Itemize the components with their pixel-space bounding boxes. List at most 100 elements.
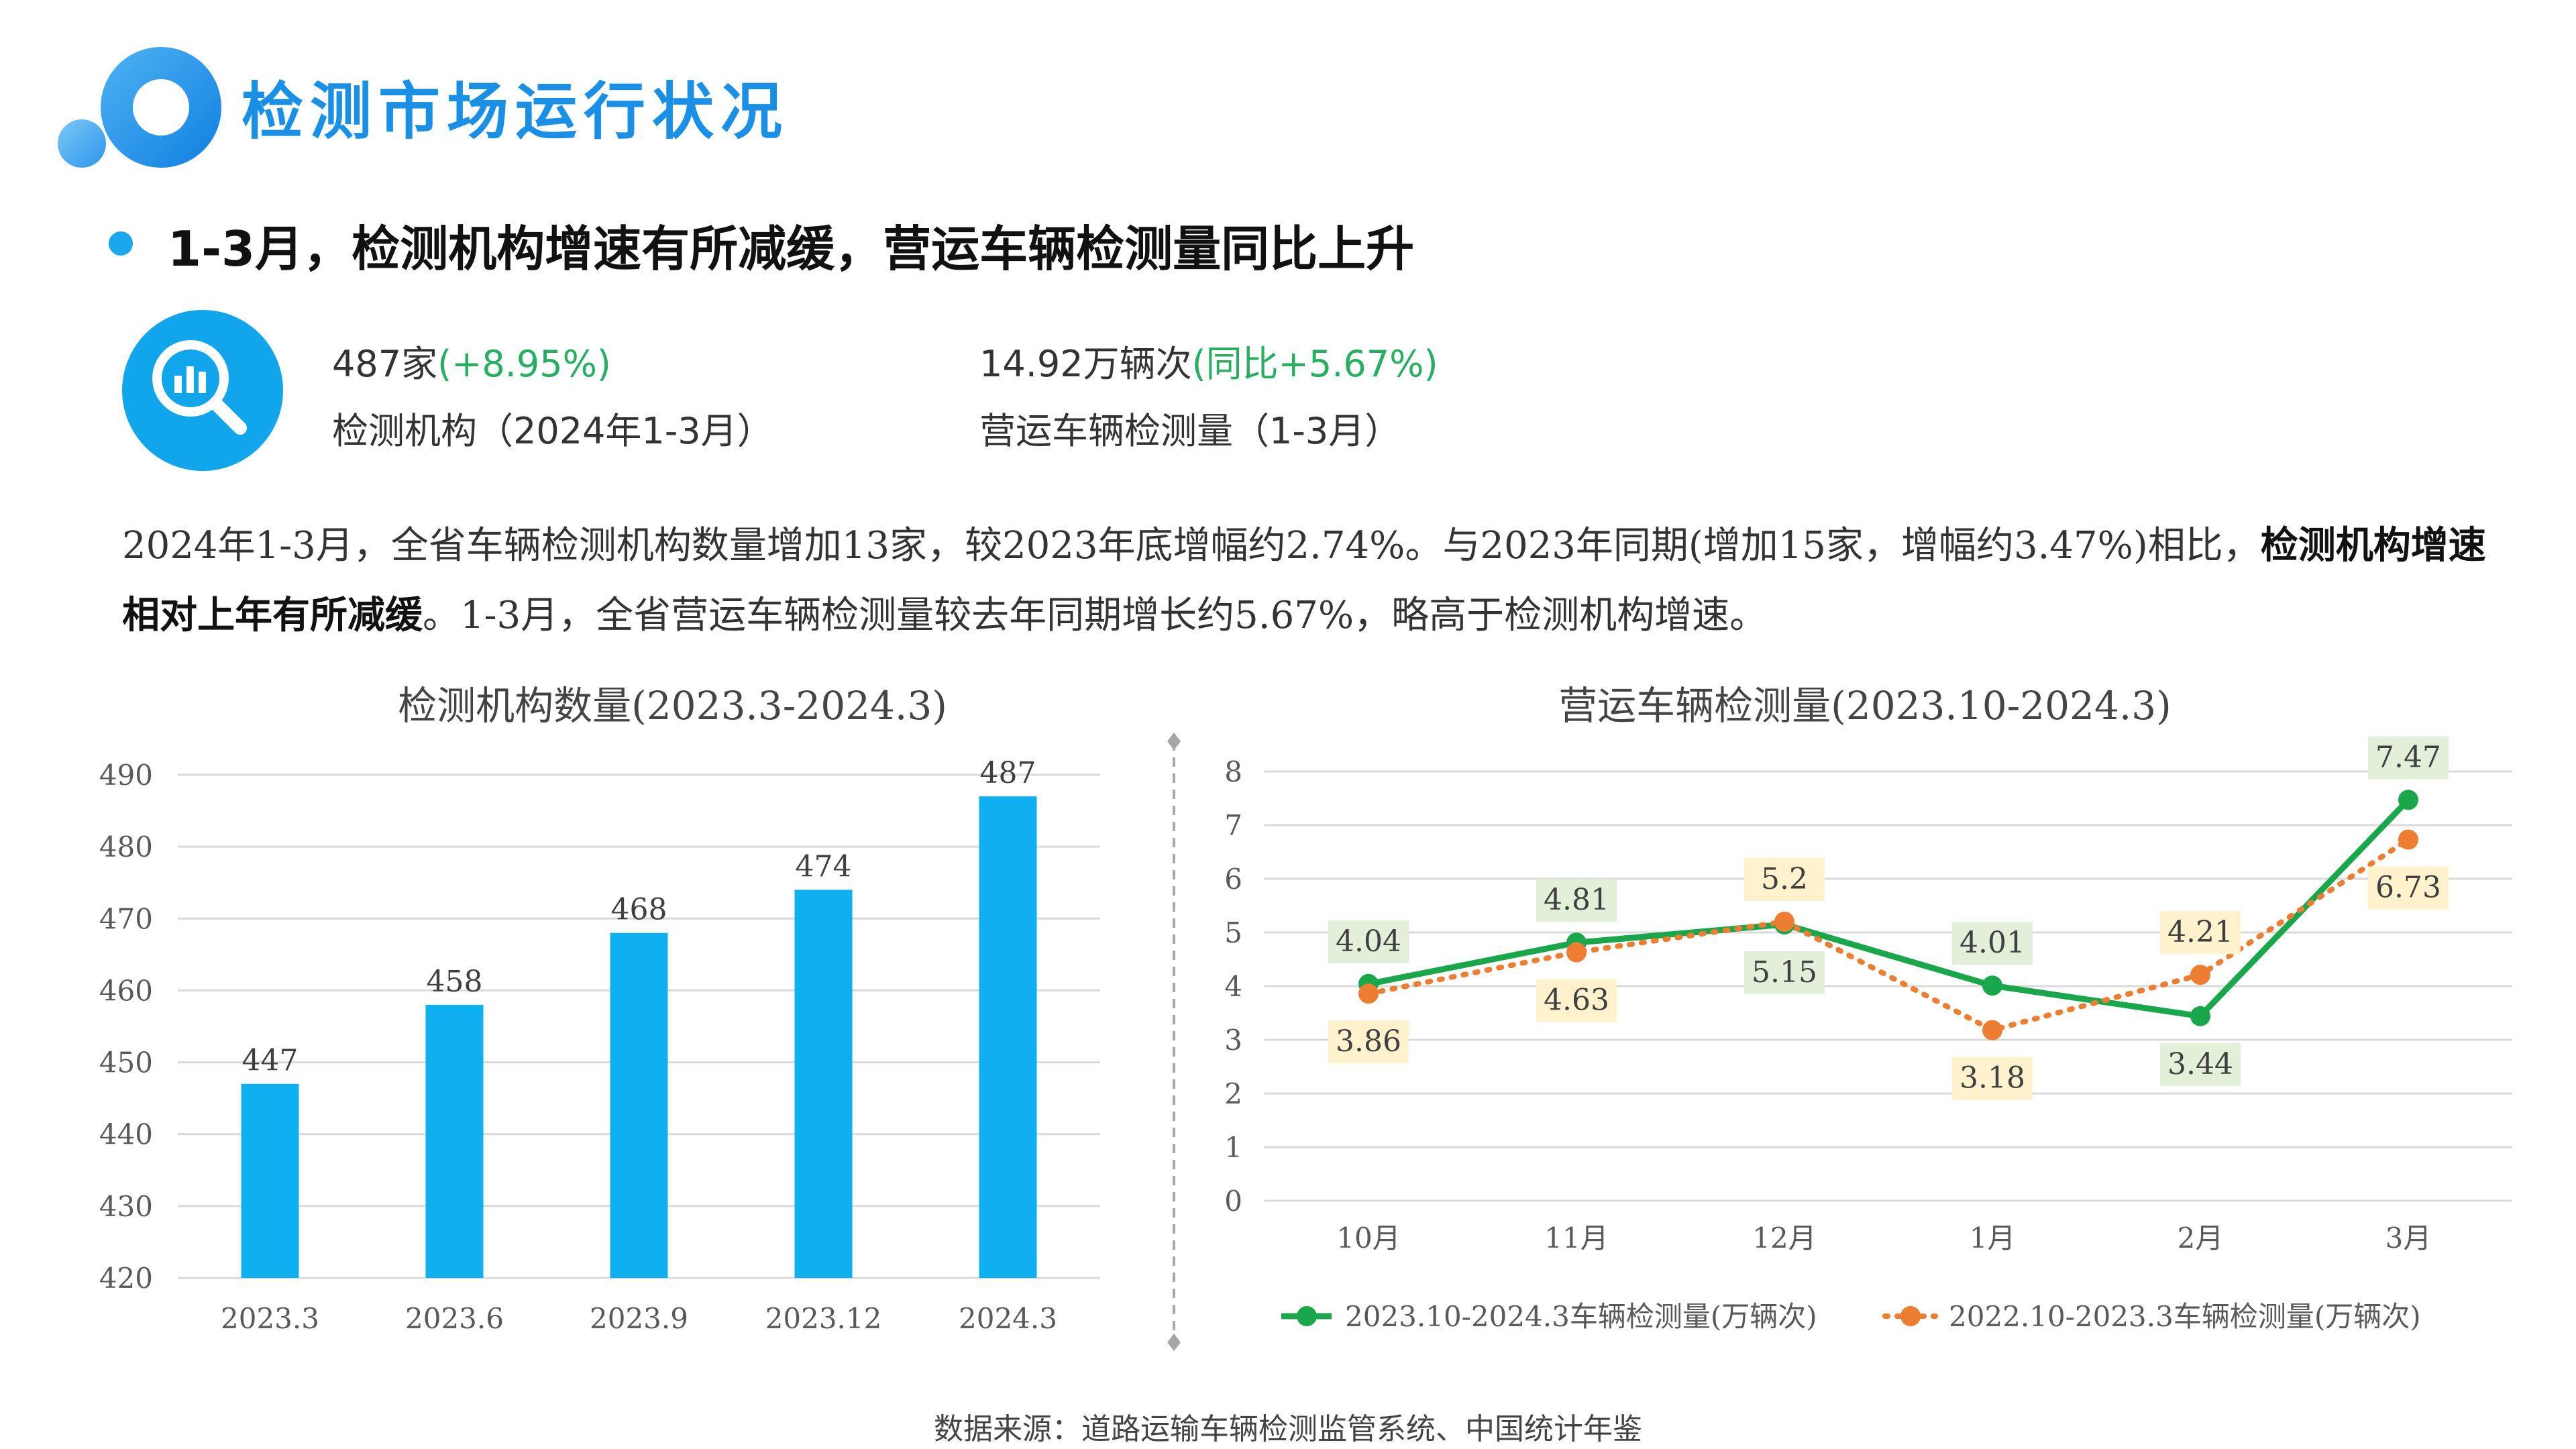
kpi-institutions-value: 487家(+8.95%) [332, 334, 611, 387]
data-point [2398, 829, 2418, 850]
data-label: 458 [427, 965, 483, 999]
paragraph-text: 。1-3月，全省营运车辆检测量较去年同期增长约5.67%，略高于检测机构增速。 [423, 594, 1768, 637]
data-label-box [2368, 736, 2449, 780]
data-point [2190, 965, 2210, 985]
divider-diamond-top [1167, 733, 1181, 750]
legend-marker-previous [1900, 1306, 1921, 1326]
x-tick-label: 1月 [1970, 1222, 2016, 1254]
data-label: 4.04 [1336, 924, 1401, 959]
data-label-box [2160, 1042, 2241, 1086]
x-tick-label: 3月 [2385, 1222, 2432, 1254]
headline: 1-3月，检测机构增速有所减缓，营运车辆检测量同比上升 [168, 221, 1415, 277]
data-label: 4.01 [1960, 926, 2025, 960]
data-label-box [1952, 922, 2033, 965]
summary-paragraph: 2024年1-3月，全省车辆检测机构数量增加13家，较2023年底增幅约2.74… [122, 511, 2510, 651]
bar [979, 796, 1037, 1278]
data-point [2398, 790, 2418, 810]
data-source: 数据来源：道路运输车辆检测监管系统、中国统计年鉴 [934, 1412, 1642, 1446]
divider-diamond-bottom [1167, 1334, 1181, 1351]
data-label: 447 [242, 1044, 299, 1078]
page-title: 检测市场运行状况 [241, 76, 790, 148]
bar [794, 890, 853, 1278]
x-tick-label: 10月 [1336, 1222, 1400, 1254]
data-point [1774, 912, 1794, 932]
data-point [2190, 1006, 2210, 1026]
data-label: 4.81 [1544, 883, 1609, 917]
kpi-institutions-label: 检测机构（2024年1-3月） [332, 410, 773, 452]
y-tick-label: 4 [1224, 970, 1242, 1003]
bar [241, 1083, 299, 1278]
series-line-previous [1366, 837, 2411, 1033]
data-label: 5.15 [1752, 955, 1817, 989]
data-point [1982, 1020, 2002, 1040]
y-tick-label: 450 [99, 1046, 153, 1079]
data-label: 3.44 [2167, 1047, 2233, 1081]
kpi-change: (+8.95%) [437, 343, 612, 385]
magnifier-bar-chart-icon [122, 310, 283, 471]
y-tick-label: 7 [1224, 809, 1242, 842]
data-label: 4.21 [2167, 915, 2233, 949]
data-label-box [1744, 951, 1825, 994]
data-label-box [2368, 866, 2449, 910]
kpi-inspections-label: 营运车辆检测量（1-3月） [979, 410, 1401, 452]
data-label: 487 [980, 756, 1036, 790]
bar [425, 1004, 484, 1278]
x-tick-label: 2024.3 [959, 1302, 1057, 1335]
y-tick-label: 460 [99, 974, 153, 1007]
data-label-box [2160, 911, 2241, 955]
legend-label-previous: 2022.10-2023.3车辆检测量(万辆次) [1949, 1300, 2421, 1333]
x-tick-label: 2023.3 [221, 1302, 319, 1335]
data-label: 5.2 [1761, 862, 1808, 896]
y-tick-label: 2 [1224, 1077, 1242, 1110]
data-label: 6.73 [2375, 871, 2441, 905]
data-label-box [1328, 1020, 1409, 1064]
data-label: 474 [796, 849, 852, 883]
y-tick-label: 0 [1224, 1185, 1242, 1218]
data-label: 3.18 [1960, 1061, 2025, 1095]
bar [610, 932, 668, 1278]
bar-chart-title: 检测机构数量(2023.3-2024.3) [398, 683, 947, 729]
kpi-value: 14.92万辆次 [979, 343, 1192, 385]
data-point [1982, 975, 2002, 996]
paragraph-emphasis: 检测机构增速相对上年有所减缓 [122, 524, 2486, 637]
x-tick-label: 2月 [2178, 1222, 2224, 1254]
y-tick-label: 420 [99, 1262, 153, 1295]
y-tick-label: 3 [1224, 1024, 1242, 1057]
data-label-box [1744, 858, 1825, 901]
data-label-box [1952, 1057, 2033, 1100]
data-point [1566, 942, 1587, 963]
line-chart-title: 营运车辆检测量(2023.10-2024.3) [1558, 683, 2171, 729]
x-tick-label: 2023.6 [405, 1302, 504, 1335]
y-tick-label: 5 [1224, 916, 1242, 949]
logo-ring-icon [101, 47, 221, 168]
data-point [1358, 983, 1379, 1004]
data-label: 7.47 [2375, 740, 2441, 774]
kpi-value: 487家 [332, 343, 438, 385]
data-label-box [1328, 920, 1409, 963]
x-tick-label: 2023.9 [590, 1302, 688, 1335]
logo-small-circle [58, 119, 106, 168]
series-line-current [1368, 798, 2411, 1020]
data-label: 3.86 [1336, 1024, 1401, 1059]
y-tick-label: 430 [99, 1190, 153, 1223]
paragraph-text: 2024年1-3月，全省车辆检测机构数量增加13家，较2023年底增幅约2.74… [122, 524, 2261, 568]
kpi-change: (同比+5.67%) [1191, 343, 1438, 385]
data-label-box [1536, 979, 1617, 1022]
y-tick-label: 8 [1224, 755, 1242, 788]
legend-label-current: 2023.10-2024.3车辆检测量(万辆次) [1345, 1300, 1817, 1333]
y-tick-label: 1 [1224, 1131, 1242, 1164]
legend-marker-current [1297, 1306, 1317, 1326]
x-tick-label: 11月 [1544, 1222, 1608, 1254]
data-label-box [1536, 879, 1617, 922]
headline-bullet [109, 231, 133, 256]
y-tick-label: 470 [99, 902, 153, 935]
y-tick-label: 6 [1224, 863, 1242, 896]
y-tick-label: 440 [99, 1118, 153, 1151]
data-label: 4.63 [1544, 983, 1609, 1018]
x-tick-label: 2023.12 [765, 1302, 882, 1335]
y-tick-label: 490 [99, 759, 153, 792]
x-tick-label: 12月 [1752, 1222, 1816, 1254]
y-tick-label: 480 [99, 830, 153, 863]
kpi-inspections-value: 14.92万辆次(同比+5.67%) [979, 334, 1438, 387]
